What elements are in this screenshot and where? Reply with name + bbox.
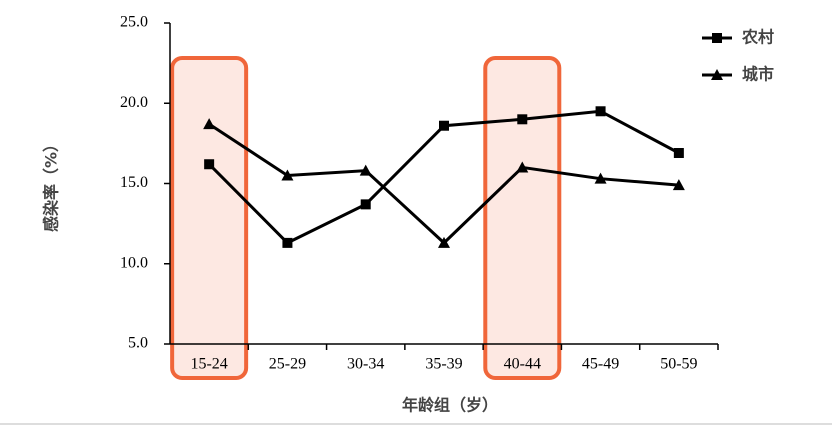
y-tick-label: 15.0 <box>120 174 148 191</box>
data-point <box>281 169 294 181</box>
data-point <box>517 114 528 125</box>
x-tick-label: 15-24 <box>190 356 227 373</box>
data-point <box>673 148 684 159</box>
data-point <box>204 159 215 170</box>
highlight-box <box>170 56 249 380</box>
x-tick-label: 30-34 <box>347 356 384 373</box>
legend-label: 农村 <box>741 28 774 47</box>
legend-label: 城市 <box>742 65 774 84</box>
x-tick-label: 35-39 <box>425 356 462 373</box>
data-point <box>594 172 607 184</box>
x-tick-label: 50-59 <box>660 356 697 373</box>
y-tick-label: 20.0 <box>120 94 148 111</box>
y-tick-label: 5.0 <box>128 335 148 352</box>
data-point <box>439 120 449 131</box>
highlight-box <box>483 56 562 380</box>
series-line <box>208 109 680 245</box>
y-axis-title: 感染率（%） <box>42 136 61 232</box>
x-tick-label: 45-49 <box>582 356 619 373</box>
x-tick-label: 25-29 <box>269 356 306 373</box>
x-axis-title: 年龄组（岁） <box>402 396 498 415</box>
data-point <box>203 118 216 130</box>
marker <box>711 69 723 80</box>
series-line <box>208 122 679 245</box>
y-tick-label: 10.0 <box>120 254 148 271</box>
data-point <box>672 179 685 191</box>
y-tick-label: 25.0 <box>120 14 148 31</box>
data-point <box>282 237 293 248</box>
data-point <box>360 199 371 210</box>
x-tick-label: 40-44 <box>504 356 541 373</box>
data-point <box>359 164 372 176</box>
data-point <box>595 106 606 117</box>
data-point <box>438 236 450 248</box>
marker <box>712 33 722 43</box>
data-point <box>516 161 529 173</box>
